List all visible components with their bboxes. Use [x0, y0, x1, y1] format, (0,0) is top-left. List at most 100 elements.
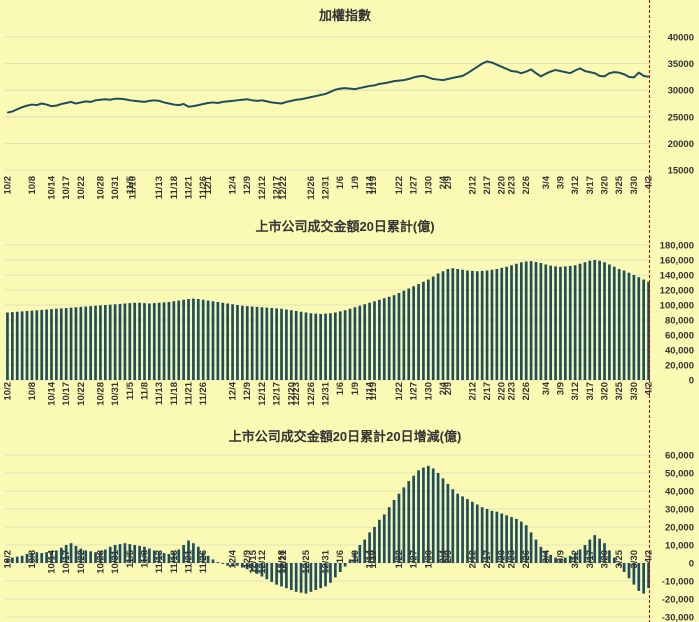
x-tick-label: 3/9: [556, 382, 567, 395]
bar: [40, 553, 44, 563]
bar: [598, 538, 601, 563]
bar: [309, 313, 313, 380]
x-tick-label: 10/28: [95, 176, 106, 200]
bar: [500, 513, 504, 563]
index-point: [525, 70, 527, 73]
index-point: [442, 79, 444, 81]
bar: [103, 549, 107, 563]
bar: [608, 264, 611, 380]
bar: [216, 562, 220, 563]
bar: [510, 517, 513, 563]
index-point: [344, 87, 346, 89]
index-point: [569, 72, 571, 74]
x-tick-label: 1/30: [423, 550, 434, 569]
bar: [157, 302, 161, 380]
bar: [74, 307, 78, 380]
index-point: [320, 94, 322, 96]
bar: [172, 552, 176, 563]
bar: [608, 550, 611, 563]
bar: [299, 563, 303, 593]
x-tick-label: 3/4: [541, 549, 552, 563]
bar: [280, 308, 283, 380]
index-point: [388, 81, 390, 83]
index-point: [364, 86, 366, 88]
bar: [143, 303, 146, 381]
index-point: [501, 66, 503, 68]
bar: [113, 545, 117, 563]
bar: [289, 310, 293, 380]
x-tick-label: 12/31: [321, 549, 332, 573]
bar: [407, 481, 411, 563]
bar: [387, 296, 391, 380]
x-tick-label: 3/9: [556, 550, 567, 563]
bar: [568, 266, 572, 380]
bar: [6, 312, 9, 380]
x-tick-label: 10/31: [110, 175, 121, 199]
bar: [45, 309, 48, 380]
bar: [138, 545, 141, 563]
bar: [138, 302, 141, 380]
index-point: [427, 76, 429, 79]
index-point: [349, 88, 351, 90]
bar: [304, 563, 308, 594]
index-point: [378, 83, 380, 85]
index-point: [246, 98, 248, 100]
bar: [157, 552, 161, 563]
x-tick-label: 1/9: [350, 382, 361, 395]
bar: [299, 311, 303, 380]
x-tick-label: 10/17: [61, 550, 72, 574]
y-tick-label: 35000: [668, 59, 694, 70]
index-point: [613, 71, 615, 73]
index-point: [408, 78, 410, 80]
bar: [6, 559, 9, 563]
x-tick-label: 1/27: [409, 176, 420, 195]
index-point: [603, 75, 606, 77]
index-point: [506, 68, 508, 70]
x-tick-label: 10/8: [27, 550, 38, 569]
bar: [471, 270, 474, 381]
bar: [564, 557, 567, 563]
bar: [113, 304, 117, 380]
x-tick-label: 11/26: [198, 176, 209, 199]
bar: [182, 545, 185, 563]
bar: [451, 489, 455, 563]
x-tick-label: 2/23: [507, 550, 518, 569]
bar: [475, 504, 479, 563]
bar: [99, 551, 102, 563]
bar: [431, 468, 435, 563]
x-tick-label: 10/28: [95, 550, 106, 574]
bar: [363, 304, 367, 380]
index-point: [26, 105, 28, 107]
bar: [382, 514, 386, 563]
index-point: [134, 100, 136, 102]
bar: [241, 305, 244, 380]
index-point: [192, 105, 195, 107]
bar: [378, 299, 381, 380]
x-tick-label: 3/17: [585, 176, 596, 195]
bar: [583, 545, 587, 563]
y-tick-label: -30,000: [662, 613, 694, 622]
x-tick-label: 10/17: [61, 176, 72, 200]
index-point: [256, 100, 258, 102]
x-tick-label: 11/18: [169, 176, 180, 199]
x-tick-label: 1/9: [350, 176, 361, 189]
bar: [412, 286, 415, 380]
bar: [564, 266, 567, 381]
x-tick-label: 1/9: [350, 550, 361, 563]
bar: [20, 311, 24, 381]
bar: [480, 507, 484, 563]
index-point: [114, 98, 116, 100]
x-tick-label: 2/23: [507, 176, 518, 195]
bar: [568, 555, 572, 563]
bar: [519, 521, 523, 563]
index-point: [496, 64, 498, 66]
x-tick-label: 10/22: [76, 382, 87, 406]
bar: [275, 308, 278, 381]
y-tick-label: 80,000: [665, 316, 694, 327]
index-point: [207, 102, 209, 104]
index-point: [178, 104, 180, 106]
bar: [539, 546, 543, 563]
volume-chart-title: 上市公司成交金額20日累計(億): [255, 219, 434, 234]
x-tick-label: 2/4: [438, 549, 449, 563]
x-tick-label: 1/14: [365, 381, 376, 400]
